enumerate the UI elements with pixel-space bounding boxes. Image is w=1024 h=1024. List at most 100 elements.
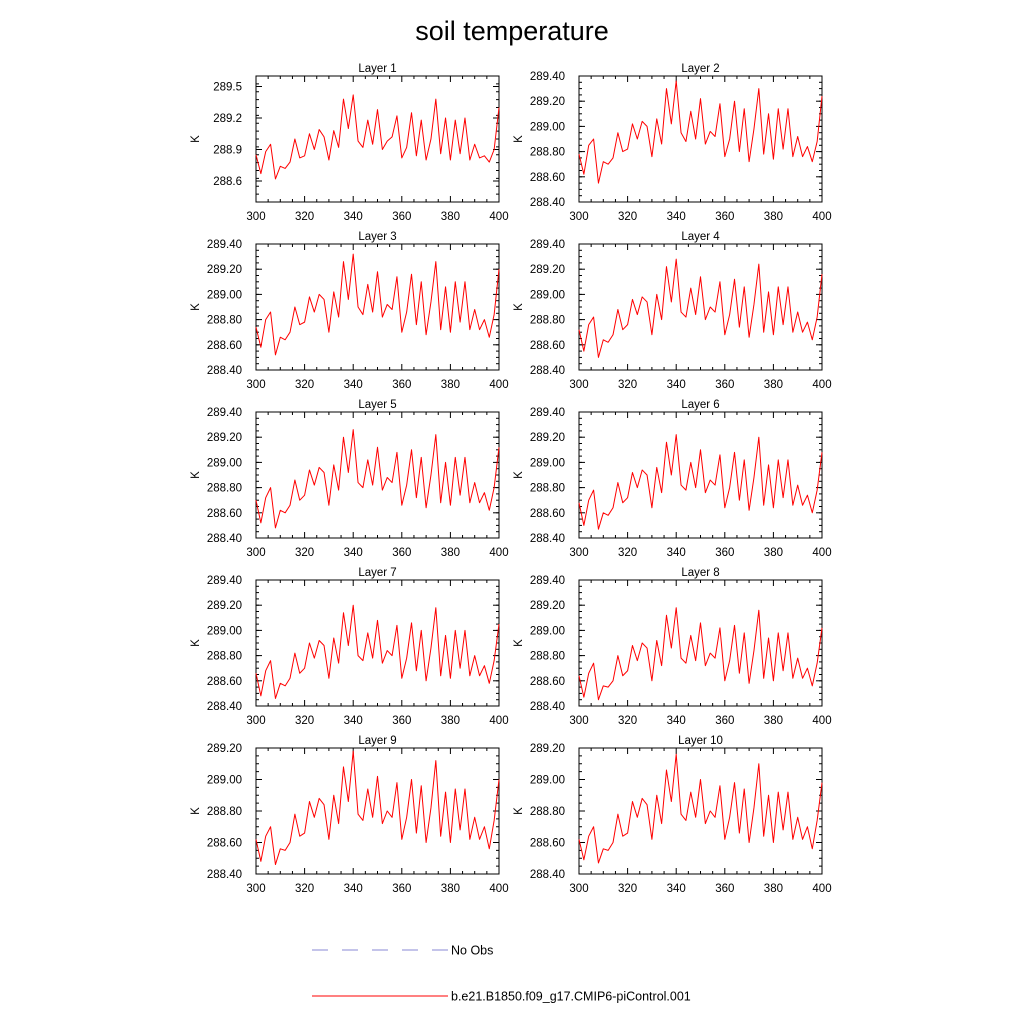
y-tick-label: 288.60: [207, 508, 242, 520]
x-tick-label: 300: [569, 211, 588, 223]
y-tick-label: 288.60: [530, 508, 565, 520]
x-tick-label: 360: [715, 715, 734, 727]
x-tick-label: 300: [569, 883, 588, 895]
series-line-layer-8: [578, 607, 823, 701]
y-tick-label: 288.80: [530, 806, 565, 818]
x-tick-label: 320: [618, 547, 637, 559]
y-tick-label: 288.60: [207, 838, 242, 850]
x-tick-label: 400: [489, 715, 508, 727]
y-tick-label: 289.00: [207, 289, 242, 301]
x-tick-label: 340: [344, 883, 363, 895]
y-tick-label: 288.80: [530, 315, 565, 327]
y-tick-label: 289.20: [530, 743, 565, 755]
x-tick-label: 300: [569, 379, 588, 391]
x-tick-label: 380: [441, 547, 460, 559]
series-line-layer-10: [578, 753, 823, 864]
x-tick-label: 360: [392, 883, 411, 895]
x-tick-label: 300: [246, 883, 265, 895]
x-tick-label: 300: [246, 211, 265, 223]
x-tick-label: 300: [569, 715, 588, 727]
panel-layer-5: Layer 5 K 300 320 340 360 380 400 288.40 288.60 28…: [190, 399, 509, 559]
x-tick-label: 340: [667, 883, 686, 895]
series-line-layer-4: [578, 258, 823, 358]
panel-title-layer-7: Layer 7: [358, 567, 396, 579]
panel-title-layer-9: Layer 9: [358, 735, 396, 747]
x-tick-label: 340: [344, 547, 363, 559]
y-tick-label: 289.20: [530, 96, 565, 108]
y-tick-label: 288.9: [213, 145, 242, 157]
y-tick-label: 289.00: [207, 775, 242, 787]
x-tick-label: 360: [392, 715, 411, 727]
y-tick-label: 289.40: [207, 575, 242, 587]
panel-title-layer-6: Layer 6: [681, 399, 719, 411]
series-line-layer-5: [255, 429, 500, 529]
series-line-layer-6: [578, 434, 823, 530]
x-tick-label: 340: [667, 715, 686, 727]
y-tick-label: 288.40: [207, 365, 242, 377]
panel-layer-10: Layer 10 K 300 320 340 360 380 400 288.40 288.60 2…: [513, 735, 832, 895]
panel-title-layer-4: Layer 4: [681, 231, 720, 243]
x-tick-label: 320: [295, 547, 314, 559]
x-tick-label: 320: [618, 211, 637, 223]
legend-label-no-obs: No Obs: [451, 944, 493, 958]
x-tick-label: 400: [812, 883, 831, 895]
y-tick-label: 289.40: [207, 239, 242, 251]
y-tick-label: 289.20: [530, 600, 565, 612]
x-tick-label: 320: [295, 211, 314, 223]
y-axis-label: K: [190, 639, 202, 647]
y-tick-label: 289.00: [530, 121, 565, 133]
x-tick-label: 320: [295, 715, 314, 727]
y-axis-label: K: [190, 807, 202, 815]
chart-title: soil temperature: [415, 16, 609, 46]
y-tick-label: 288.40: [530, 701, 565, 713]
x-tick-label: 380: [764, 715, 783, 727]
y-tick-label: 288.60: [530, 340, 565, 352]
panel-layer-6: Layer 6 K 300 320 340 360 380 400 288.40 288.60 28…: [513, 399, 832, 559]
y-axis-label: K: [513, 471, 525, 479]
panel-title-layer-1: Layer 1: [358, 63, 396, 75]
x-tick-label: 340: [667, 211, 686, 223]
series-line-layer-9: [255, 750, 500, 866]
panel-title-layer-2: Layer 2: [681, 63, 719, 75]
y-tick-label: 288.40: [530, 365, 565, 377]
x-tick-label: 380: [441, 211, 460, 223]
x-tick-label: 300: [246, 379, 265, 391]
y-tick-label: 289.20: [207, 600, 242, 612]
y-tick-label: 289.20: [207, 743, 242, 755]
x-tick-label: 340: [667, 547, 686, 559]
y-axis-label: K: [513, 135, 525, 143]
y-tick-label: 288.40: [530, 533, 565, 545]
y-tick-label: 289.40: [530, 239, 565, 251]
x-tick-label: 360: [392, 547, 411, 559]
series-line-layer-7: [255, 604, 500, 699]
legend: No Obs b.e21.B1850.f09_g17.CMIP6-piContr…: [312, 944, 691, 1004]
y-tick-label: 288.60: [530, 676, 565, 688]
y-tick-label: 289.40: [530, 575, 565, 587]
y-tick-label: 288.40: [207, 869, 242, 881]
x-tick-label: 320: [295, 883, 314, 895]
y-axis-label: K: [513, 639, 525, 647]
x-tick-label: 380: [764, 547, 783, 559]
x-tick-label: 320: [618, 715, 637, 727]
y-tick-label: 289.00: [207, 625, 242, 637]
x-tick-label: 400: [489, 547, 508, 559]
x-tick-label: 400: [812, 379, 831, 391]
legend-label-model: b.e21.B1850.f09_g17.CMIP6-piControl.001: [451, 990, 691, 1004]
x-tick-label: 380: [441, 715, 460, 727]
y-tick-label: 288.80: [207, 483, 242, 495]
y-axis-label: K: [513, 807, 525, 815]
panel-layer-4: Layer 4 K 300 320 340 360 380 400 288.40 288.60 28…: [513, 231, 832, 391]
x-tick-label: 400: [812, 211, 831, 223]
panel-layer-7: Layer 7 K 300 320 340 360 380 400 288.40 288.60 28…: [190, 567, 509, 727]
y-tick-label: 289.00: [207, 457, 242, 469]
y-tick-label: 289.20: [207, 264, 242, 276]
y-tick-label: 289.20: [207, 432, 242, 444]
x-tick-label: 400: [489, 211, 508, 223]
series-line-layer-2: [578, 80, 823, 184]
panel-title-layer-10: Layer 10: [678, 735, 723, 747]
x-tick-label: 400: [812, 715, 831, 727]
x-tick-label: 400: [489, 379, 508, 391]
y-tick-label: 289.00: [530, 457, 565, 469]
x-tick-label: 380: [764, 883, 783, 895]
